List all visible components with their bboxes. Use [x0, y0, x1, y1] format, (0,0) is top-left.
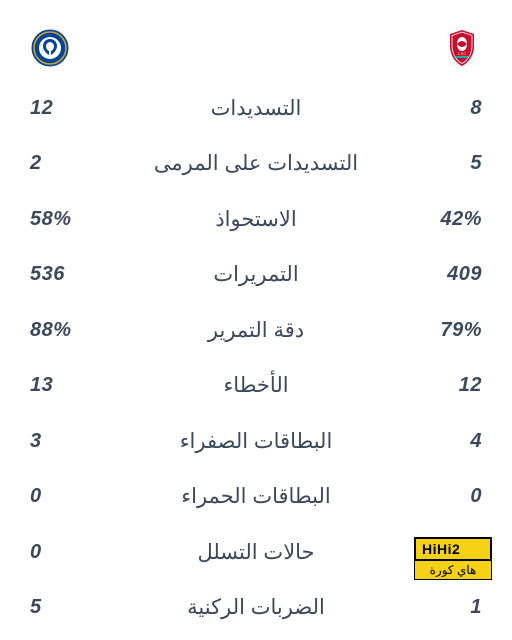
stat-row: 5 الضربات الركنية 1 — [30, 595, 482, 620]
stat-right-value: 409 — [382, 263, 482, 286]
stat-row: 13 الأخطاء 12 — [30, 373, 482, 398]
stat-label: الأخطاء — [130, 373, 382, 398]
stat-label: التسديدات على المرمى — [130, 151, 382, 176]
stat-right-value: 79% — [382, 319, 482, 342]
stat-label: الضربات الركنية — [130, 595, 382, 620]
stat-label: التمريرات — [130, 262, 382, 287]
stat-left-value: 536 — [30, 263, 130, 286]
stat-label: البطاقات الصفراء — [130, 429, 382, 454]
stat-left-value: 12 — [30, 97, 130, 120]
stat-left-value: 0 — [30, 541, 130, 564]
stat-row: 3 البطاقات الصفراء 4 — [30, 429, 482, 454]
stat-right-value: 42% — [382, 208, 482, 231]
stat-label: الاستحواذ — [130, 207, 382, 232]
stat-left-value: 0 — [30, 485, 130, 508]
stat-row: 88% دقة التمرير 79% — [30, 318, 482, 343]
watermark-bottom-label: هاي كورة — [414, 561, 492, 580]
stat-left-value: 3 — [30, 430, 130, 453]
stat-row: 58% الاستحواذ 42% — [30, 207, 482, 232]
stat-label: دقة التمرير — [130, 318, 382, 343]
stat-right-value: 0 — [382, 485, 482, 508]
stat-left-value: 2 — [30, 152, 130, 175]
stat-label: البطاقات الحمراء — [130, 484, 382, 509]
stat-left-value: 13 — [30, 374, 130, 397]
svg-text:L.F.C: L.F.C — [458, 52, 467, 56]
stat-left-value: 58% — [30, 208, 130, 231]
watermark-badge: HiHi2 هاي كورة — [414, 537, 492, 580]
stat-left-value: 5 — [30, 596, 130, 619]
liverpool-logo-icon: L.F.C — [442, 28, 482, 68]
stat-row: 2 التسديدات على المرمى 5 — [30, 151, 482, 176]
team-header: L.F.C — [30, 28, 482, 68]
stat-label: التسديدات — [130, 96, 382, 121]
watermark-top-label: HiHi2 — [414, 537, 492, 561]
stat-row: 0 البطاقات الحمراء 0 — [30, 484, 482, 509]
stat-right-value: 8 — [382, 97, 482, 120]
stat-right-value: 4 — [382, 430, 482, 453]
stat-left-value: 88% — [30, 319, 130, 342]
chelsea-logo-icon — [30, 28, 70, 68]
stat-row: 12 التسديدات 8 — [30, 96, 482, 121]
stat-right-value: 1 — [382, 596, 482, 619]
stat-right-value: 12 — [382, 374, 482, 397]
stat-right-value: 5 — [382, 152, 482, 175]
stat-label: حالات التسلل — [130, 540, 382, 565]
stat-row: 536 التمريرات 409 — [30, 262, 482, 287]
